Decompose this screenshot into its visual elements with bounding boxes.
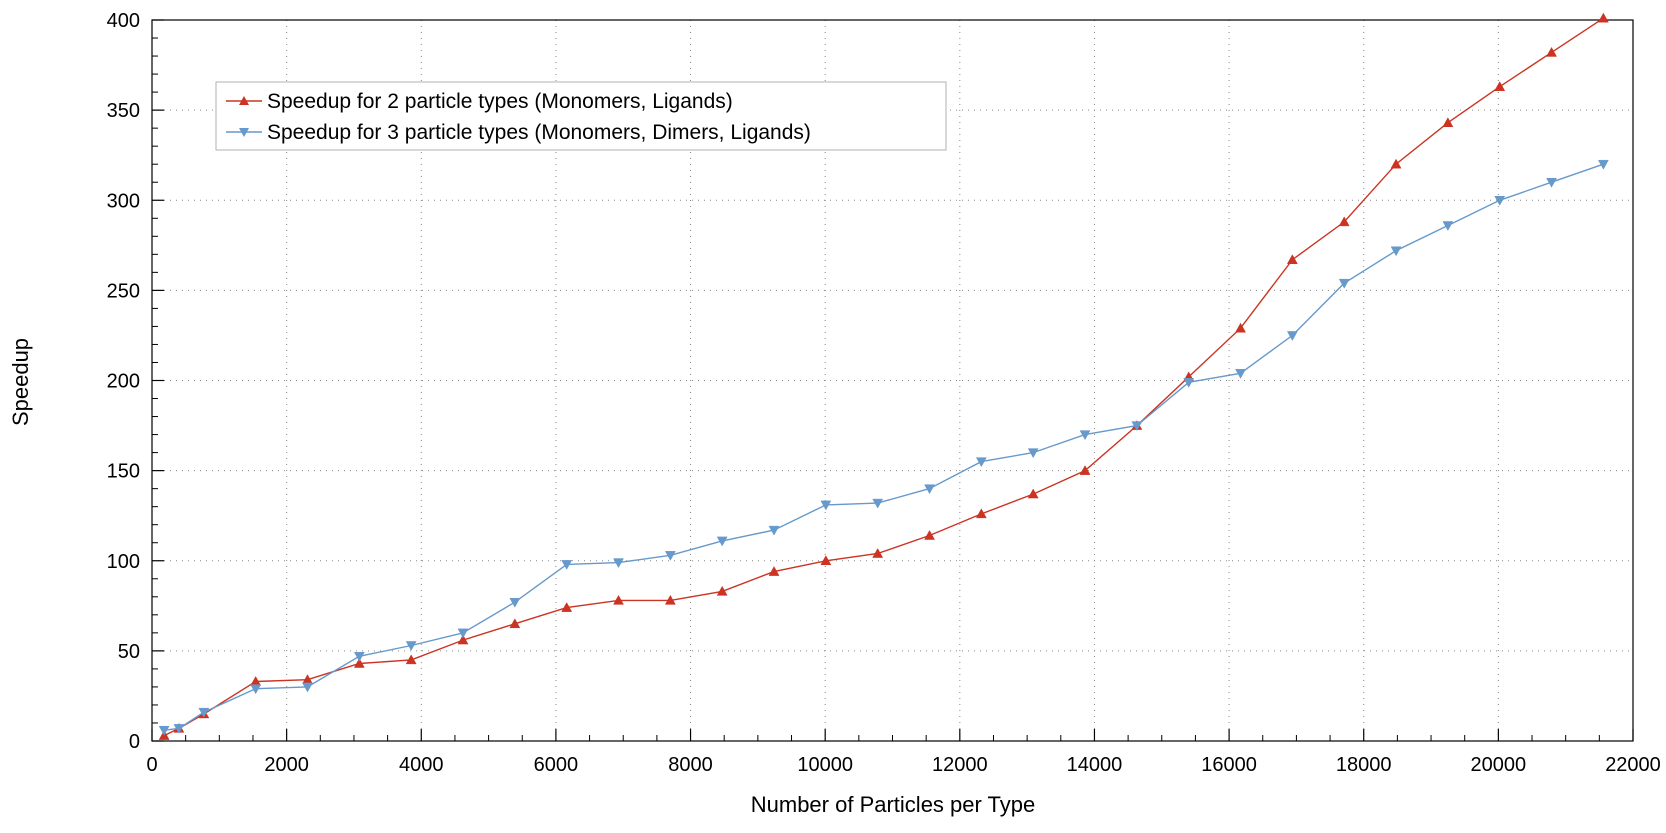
x-tick-label: 18000 <box>1336 754 1392 776</box>
x-tick-label: 14000 <box>1067 754 1123 776</box>
x-tick-label: 4000 <box>399 754 444 776</box>
series-1-point <box>1442 117 1454 127</box>
series-2-point <box>664 551 676 561</box>
y-tick-label: 300 <box>107 190 140 212</box>
y-tick-label: 250 <box>107 280 140 302</box>
series-1-point <box>509 618 521 629</box>
x-tick-label: 20000 <box>1471 754 1527 776</box>
y-axis-title: Speedup <box>8 338 33 426</box>
series-1-point <box>1597 12 1609 23</box>
series-group <box>158 12 1609 740</box>
series-2-point <box>1131 421 1143 432</box>
series-1-point <box>457 634 469 645</box>
series-2 <box>158 159 1609 736</box>
series-2-point <box>768 525 780 536</box>
series-1-point <box>768 566 780 576</box>
legend-marker-1 <box>239 96 249 105</box>
y-tick-label: 150 <box>107 461 140 483</box>
series-2-point <box>405 641 417 651</box>
series-1-point <box>1235 322 1246 333</box>
series-2-point <box>198 707 210 718</box>
x-tick-label: 10000 <box>797 754 853 776</box>
series-2-point <box>561 560 573 570</box>
series-1-point <box>1390 158 1402 169</box>
series-2-point <box>872 498 884 509</box>
x-tick-label: 2000 <box>264 754 309 776</box>
y-tick-label: 100 <box>107 551 140 573</box>
series-1-point <box>1286 254 1298 264</box>
x-tick-label: 16000 <box>1201 754 1257 776</box>
y-tick-label: 350 <box>107 100 140 122</box>
series-2-point <box>1079 430 1091 441</box>
series-2-point <box>457 628 469 639</box>
series-1 <box>158 12 1609 740</box>
legend-label-1: Speedup for 2 particle types (Monomers, … <box>267 90 733 113</box>
series-2-point <box>1597 159 1609 170</box>
series-2-point <box>509 597 521 608</box>
series-1-point <box>975 508 987 519</box>
series-2-point <box>820 500 832 511</box>
series-2-point <box>716 536 728 547</box>
legend: Speedup for 2 particle types (Monomers, … <box>215 81 947 151</box>
series-2-point <box>353 652 365 662</box>
series-2-point <box>924 484 935 495</box>
series-1-point <box>1546 46 1557 57</box>
series-1-point <box>561 602 573 612</box>
series-1-point <box>1494 81 1506 91</box>
series-2-point <box>1494 196 1506 206</box>
x-axis-title: Number of Particles per Type <box>751 792 1036 817</box>
series-2-point <box>1546 177 1557 188</box>
series-1-point <box>664 594 676 605</box>
series-2-point <box>1027 448 1039 459</box>
series-2-point <box>1235 369 1246 379</box>
series-2-point <box>613 558 624 569</box>
x-tick-label: 8000 <box>668 754 713 776</box>
y-tick-label: 50 <box>118 641 140 663</box>
series-2-point <box>250 684 262 695</box>
series-1-point <box>613 594 624 605</box>
series-2-point <box>173 724 185 734</box>
series-2-point <box>1286 331 1298 341</box>
series-1-point <box>353 657 365 668</box>
series-1-point <box>872 548 884 558</box>
x-tick-label: 12000 <box>932 754 988 776</box>
series-2-point <box>158 725 170 736</box>
y-tick-label: 400 <box>107 10 140 32</box>
series-1-point <box>1027 488 1039 499</box>
series-2-line <box>164 163 1604 731</box>
x-tick-label: 6000 <box>534 754 579 776</box>
series-1-point <box>924 530 935 540</box>
series-2-point <box>1390 246 1402 257</box>
y-tick-label: 200 <box>107 371 140 393</box>
axes: 0 2000 4000 6000 8000 10000 12000 14000 16000 180… <box>107 10 1661 776</box>
series-2-point <box>302 682 313 693</box>
series-1-line <box>163 17 1604 737</box>
legend-marker-2 <box>239 128 249 137</box>
series-2-point <box>975 457 987 468</box>
series-2-point <box>1338 278 1350 289</box>
series-1-point <box>716 585 728 596</box>
series-2-point <box>1442 221 1454 231</box>
legend-label-2: Speedup for 3 particle types (Monomers, … <box>267 121 811 144</box>
series-1-point <box>1338 216 1350 227</box>
legend-box <box>215 81 947 151</box>
x-tick-label: 22000 <box>1605 754 1661 776</box>
x-tick-label: 0 <box>146 754 157 776</box>
series-1-point <box>405 654 417 665</box>
series-1-point <box>1079 465 1091 475</box>
series-2-point <box>1183 378 1195 388</box>
y-tick-label: 0 <box>129 731 140 753</box>
series-1-point <box>820 555 832 565</box>
